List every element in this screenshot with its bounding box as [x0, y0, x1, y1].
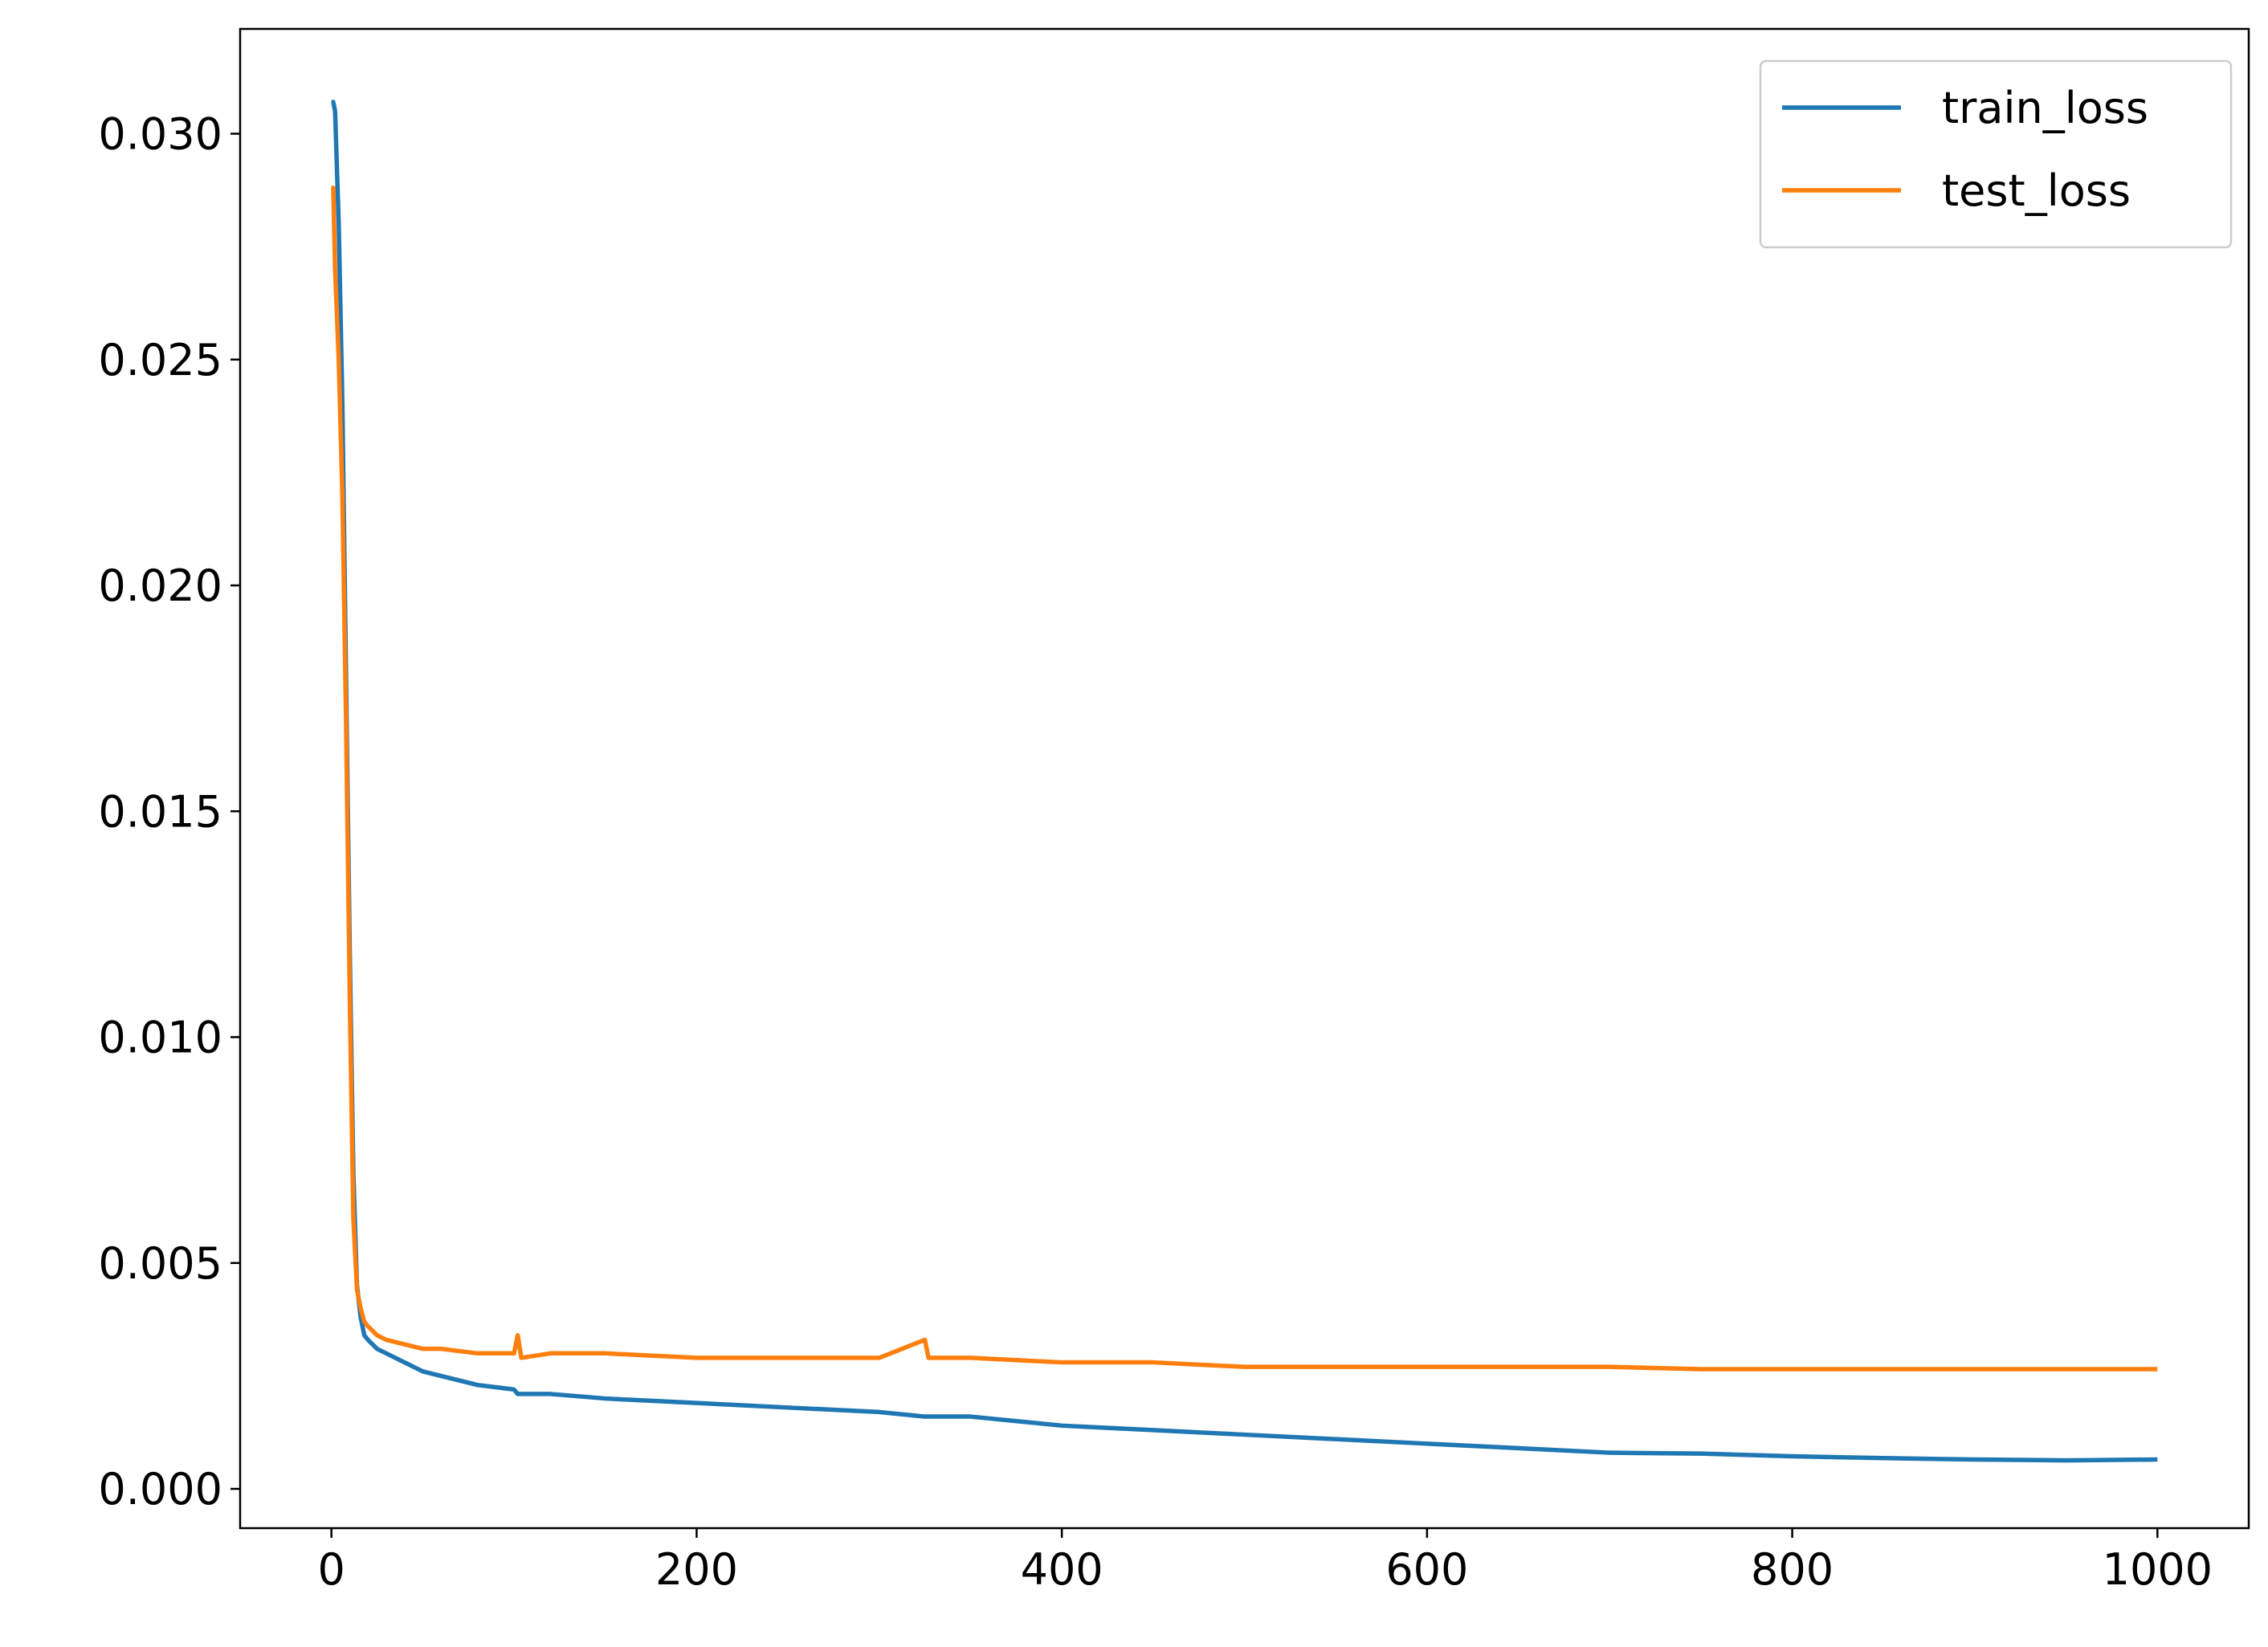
y-tick-label: 0.025	[98, 335, 222, 385]
y-tick-label: 0.015	[98, 786, 222, 837]
x-tick-label: 0	[318, 1544, 345, 1595]
x-tick-label: 600	[1385, 1544, 1468, 1595]
legend-label: test_loss	[1942, 165, 2131, 216]
y-tick-label: 0.010	[98, 1013, 222, 1063]
series-line	[331, 100, 2158, 1463]
y-tick-label: 0.000	[98, 1464, 222, 1515]
x-tick-label: 1000	[2103, 1544, 2213, 1595]
y-tick-label: 0.020	[98, 561, 222, 611]
legend-label: train_loss	[1942, 83, 2148, 133]
y-tick-label: 0.030	[98, 109, 222, 160]
x-tick-label: 200	[655, 1544, 738, 1595]
series-line	[331, 185, 2158, 1372]
x-tick-label: 800	[1751, 1544, 1834, 1595]
plot-frame	[239, 27, 2250, 1530]
x-tick-label: 400	[1021, 1544, 1103, 1595]
y-tick-label: 0.005	[98, 1238, 222, 1289]
